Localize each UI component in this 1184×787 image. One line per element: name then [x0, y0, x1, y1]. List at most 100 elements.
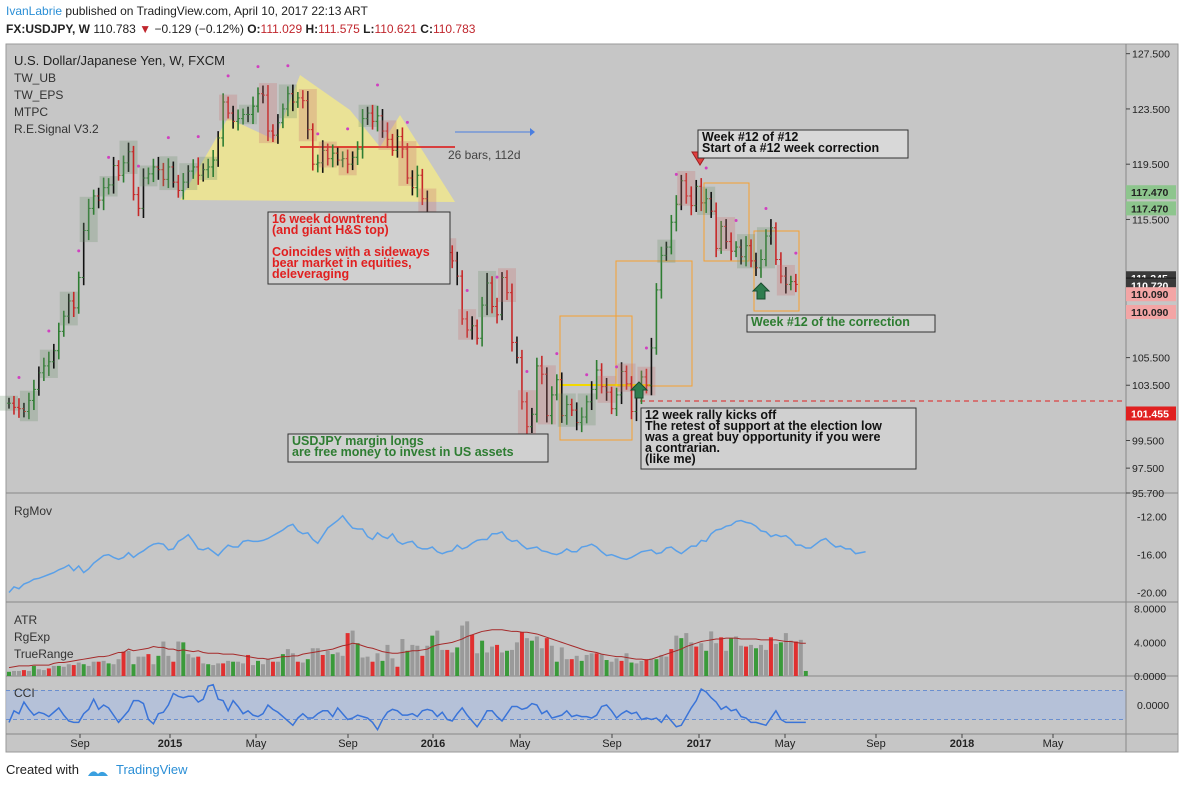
- shade-box: [119, 140, 138, 174]
- atr-bar: [744, 646, 749, 676]
- atr-bar: [659, 654, 664, 676]
- signal-dot: [166, 136, 170, 140]
- indicator-name: TW_EPS: [14, 88, 63, 102]
- signal-dot: [346, 127, 350, 131]
- atr-bar: [201, 663, 206, 676]
- annotation-text: Coincides with a sideways: [272, 245, 430, 259]
- atr-bar: [295, 661, 300, 676]
- atr-bar: [485, 652, 490, 676]
- atr-bar: [360, 657, 365, 676]
- atr-bar: [579, 660, 584, 676]
- publish-text: published on TradingView.com, April 10, …: [65, 4, 368, 18]
- signal-dot: [316, 132, 320, 136]
- atr-bar: [260, 664, 265, 676]
- shade-box: [597, 375, 616, 403]
- atr-bar: [778, 642, 783, 676]
- atr-bar: [161, 641, 166, 676]
- shade-box: [258, 83, 277, 144]
- price-change: −0.129 (−0.12%): [154, 22, 244, 36]
- signal-dot: [77, 249, 81, 253]
- atr-bar: [470, 634, 475, 676]
- shade-box: [458, 309, 477, 340]
- signal-dot: [585, 373, 589, 377]
- x-tick-label: Sep: [602, 738, 622, 750]
- atr-bar: [803, 670, 808, 676]
- signal-dot: [256, 65, 260, 69]
- price-label: 110.090: [1131, 307, 1169, 319]
- rgmov-tick: -16.00: [1137, 550, 1167, 562]
- annotation-text: a contrarian.: [645, 441, 720, 455]
- atr-bar: [285, 649, 290, 676]
- shade-box: [298, 89, 317, 142]
- atr-bar: [724, 650, 729, 676]
- shade-box: [79, 196, 98, 243]
- y-tick-label: 97.500: [1132, 463, 1164, 475]
- cci-tick: 0.0000: [1137, 700, 1169, 712]
- low-label: L:: [363, 22, 375, 36]
- annotation-text: Week #12 of the correction: [751, 315, 910, 329]
- atr-bar: [76, 662, 81, 676]
- shade-box: [577, 393, 596, 426]
- atr-bar: [594, 653, 599, 676]
- atr-bar: [584, 654, 589, 676]
- annotation-text: (like me): [645, 452, 696, 466]
- atr-bar: [345, 633, 350, 676]
- atr-bar: [664, 656, 669, 676]
- rgmov-line: [8, 514, 866, 594]
- annotation-text: Start of a #12 week correction: [702, 141, 879, 155]
- y-tick-label: 99.500: [1132, 436, 1164, 448]
- y-tick-label: 103.500: [1132, 380, 1170, 392]
- y-tick-label: 95.700: [1132, 488, 1164, 500]
- annotation-text: USDJPY margin longs: [292, 434, 424, 448]
- atr-bar: [639, 660, 644, 676]
- atr-bar: [186, 654, 191, 676]
- tradingview-link[interactable]: TradingView: [116, 762, 188, 777]
- signal-dot: [674, 172, 678, 176]
- price-label-box: [1126, 305, 1176, 320]
- author-link[interactable]: IvanLabrie: [6, 4, 63, 18]
- atr-bar: [734, 636, 739, 676]
- atr-bar: [534, 636, 539, 676]
- atr-bar: [241, 663, 246, 676]
- signal-dot: [286, 64, 290, 68]
- atr-bar: [340, 655, 345, 676]
- atr-bar: [768, 637, 773, 676]
- atr-bar: [265, 659, 270, 676]
- range-arrow-icon: [530, 128, 535, 136]
- atr-bar: [704, 650, 709, 676]
- atr-legend-item: TrueRange: [14, 647, 74, 661]
- atr-bar: [365, 656, 370, 676]
- x-tick-label: 2016: [421, 738, 445, 750]
- atr-bar: [51, 665, 56, 676]
- price-label: 110.090: [1131, 289, 1169, 301]
- legend: U.S. Dollar/Japanese Yen, W, FXCM TW_UB TW…: [14, 53, 225, 136]
- x-tick-label: May: [1043, 738, 1064, 750]
- shade-box: [139, 165, 158, 187]
- atr-legend-item: RgExp: [14, 630, 50, 644]
- atr-bar: [270, 661, 275, 676]
- annotation-box: [697, 129, 909, 159]
- hs-top-shape: [180, 75, 455, 202]
- shade-box: [498, 268, 516, 302]
- signal-dot: [644, 346, 648, 350]
- cci-line: [8, 683, 806, 732]
- shade-box: [737, 234, 756, 269]
- atr-bar: [330, 654, 335, 676]
- shade-box: [717, 217, 736, 251]
- atr-bar: [36, 669, 41, 676]
- shade-box: [478, 270, 497, 318]
- atr-bar: [196, 656, 201, 676]
- shade-box: [756, 227, 775, 269]
- atr-bar: [420, 655, 425, 676]
- x-tick-label: 2018: [950, 738, 974, 750]
- atr-bar: [206, 664, 211, 676]
- atr-bar: [380, 660, 385, 676]
- shade-box: [358, 104, 377, 127]
- atr-bar: [56, 665, 61, 676]
- atr-bar: [11, 670, 16, 676]
- tradingview-logo-icon[interactable]: [87, 766, 109, 776]
- annotation-box: [267, 211, 451, 285]
- down-arrow-icon: ▼: [139, 22, 152, 36]
